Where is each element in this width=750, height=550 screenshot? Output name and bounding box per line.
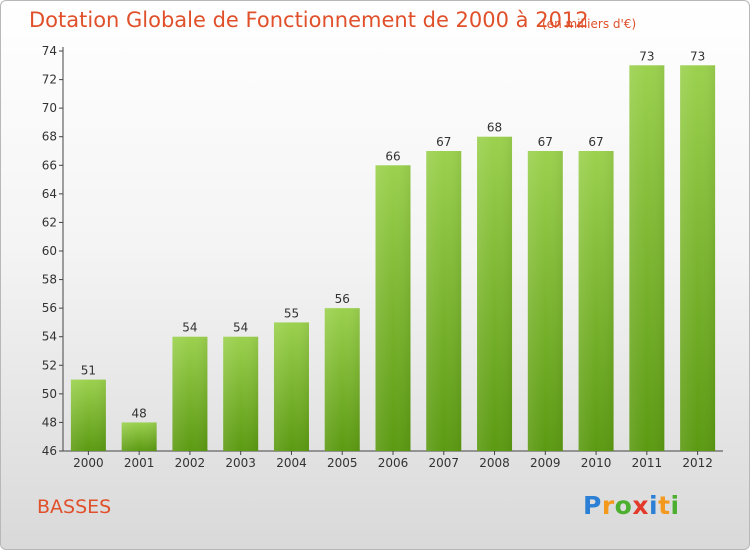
- chart-title: Dotation Globale de Fonctionnement de 20…: [29, 8, 589, 32]
- bar-sheen: [121, 422, 157, 451]
- y-tick-label: 70: [42, 101, 57, 115]
- bar-value-label: 54: [233, 321, 248, 335]
- place-name: BASSES: [37, 496, 112, 518]
- y-tick-label: 46: [42, 444, 57, 458]
- unit-note: (en milliers d'€): [542, 17, 637, 31]
- bar-value-label: 48: [132, 406, 147, 420]
- x-tick-label: 2006: [378, 456, 409, 470]
- bar-sheen: [324, 308, 360, 451]
- y-tick-label: 52: [42, 358, 57, 372]
- bar-sheen: [375, 165, 411, 452]
- bar-value-label: 56: [335, 292, 350, 306]
- y-tick-label: 66: [42, 158, 57, 172]
- y-tick-label: 54: [42, 330, 57, 344]
- bar-value-label: 55: [284, 306, 299, 320]
- bar-value-label: 67: [588, 135, 603, 149]
- x-tick-label: 2008: [479, 456, 510, 470]
- y-tick-label: 60: [42, 244, 57, 258]
- logo-letter: i: [670, 491, 680, 520]
- y-tick-label: 56: [42, 301, 57, 315]
- y-tick-label: 50: [42, 387, 57, 401]
- y-tick-label: 64: [42, 187, 57, 201]
- y-tick-label: 48: [42, 415, 57, 429]
- x-tick-label: 2002: [175, 456, 206, 470]
- bar-value-label: 67: [436, 135, 451, 149]
- x-tick-label: 2005: [327, 456, 358, 470]
- y-tick-label: 62: [42, 215, 57, 229]
- bar-sheen: [223, 336, 259, 451]
- y-tick-label: 74: [42, 44, 57, 58]
- x-tick-label: 2007: [428, 456, 459, 470]
- x-tick-label: 2000: [73, 456, 104, 470]
- logo-letter: t: [658, 491, 671, 520]
- x-tick-label: 2010: [581, 456, 612, 470]
- bar-sheen: [629, 65, 665, 452]
- bar-sheen: [578, 151, 614, 451]
- bar-sheen: [70, 379, 106, 451]
- bar-value-label: 68: [487, 121, 502, 135]
- y-tick-label: 72: [42, 73, 57, 87]
- bar-sheen: [680, 65, 716, 452]
- y-tick-label: 58: [42, 273, 57, 287]
- logo-letter: i: [649, 491, 659, 520]
- bar-value-label: 51: [81, 364, 96, 378]
- bar-sheen: [273, 322, 309, 451]
- bar-sheen: [426, 151, 462, 451]
- x-tick-label: 2003: [225, 456, 256, 470]
- logo-letter: P: [583, 491, 602, 520]
- x-tick-label: 2001: [124, 456, 155, 470]
- bar-sheen: [527, 151, 563, 451]
- y-tick-label: 68: [42, 130, 57, 144]
- bar-sheen: [477, 136, 513, 451]
- x-tick-label: 2012: [682, 456, 713, 470]
- bar-sheen: [172, 336, 208, 451]
- x-tick-label: 2004: [276, 456, 307, 470]
- bar-value-label: 73: [690, 49, 705, 63]
- x-tick-label: 2009: [530, 456, 561, 470]
- logo-letter: r: [601, 491, 615, 520]
- proxiti-logo: Proxiti: [583, 491, 680, 520]
- bar-value-label: 66: [385, 149, 400, 163]
- bar-value-label: 67: [538, 135, 553, 149]
- bar-value-label: 73: [639, 49, 654, 63]
- x-tick-label: 2011: [632, 456, 663, 470]
- logo-letter: x: [632, 491, 649, 520]
- bar-value-label: 54: [182, 321, 197, 335]
- logo-letter: o: [614, 491, 633, 520]
